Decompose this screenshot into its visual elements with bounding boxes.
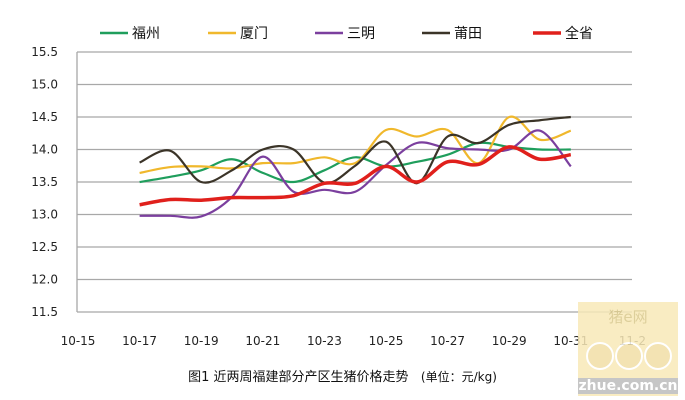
x-tick-label: 10-19: [184, 334, 219, 348]
y-tick-label: 14.5: [31, 110, 58, 124]
x-tick-label: 10-29: [492, 334, 527, 348]
y-tick-label: 12.0: [31, 273, 58, 287]
y-tick-label: 15.5: [31, 45, 58, 59]
series-line-全省: [139, 145, 572, 207]
y-tick-label: 14.0: [31, 143, 58, 157]
watermark-top-text: 猪e网: [608, 308, 648, 326]
legend-label: 福州: [132, 26, 160, 42]
y-tick-label: 15.0: [31, 78, 58, 92]
y-tick-label: 13.5: [31, 175, 58, 189]
y-tick-label: 13.0: [31, 208, 58, 222]
legend-label: 莆田: [454, 26, 482, 42]
x-tick-label: 10-17: [122, 334, 157, 348]
caption-text: 图1 近两周福建部分产区生猪价格走势: [188, 370, 409, 385]
series-line-三明: [139, 129, 572, 219]
y-tick-label: 11.5: [31, 305, 58, 319]
x-tick-label: 10-27: [430, 334, 465, 348]
legend-label: 三明: [347, 26, 375, 42]
legend-label: 厦门: [240, 26, 268, 42]
watermark-url-text: zhue.com.cn: [578, 378, 678, 394]
chart-caption: 图1 近两周福建部分产区生猪价格走势 (单位：元/kg): [0, 366, 685, 385]
y-tick-label: 12.5: [31, 240, 58, 254]
x-tick-label: 10-15: [61, 334, 96, 348]
x-tick-label: 10-21: [245, 334, 280, 348]
zhue-watermark-logo: 猪e网 zhue.com.cn: [578, 302, 678, 396]
x-tick-label: 10-25: [369, 334, 404, 348]
x-tick-label: 10-23: [307, 334, 342, 348]
unit-label: (单位：元/kg): [420, 370, 497, 384]
legend-label: 全省: [565, 25, 593, 42]
